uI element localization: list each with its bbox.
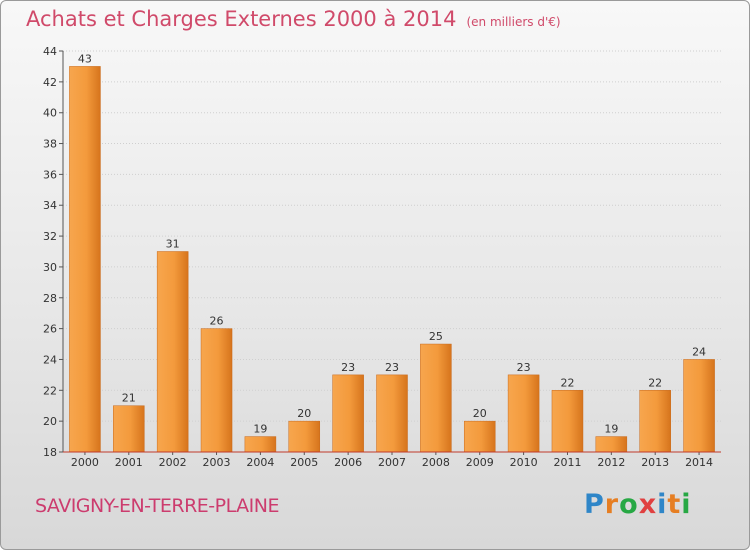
data-label: 22 xyxy=(648,376,662,389)
y-tick-label: 30 xyxy=(43,261,57,274)
bar xyxy=(332,374,364,453)
data-label: 24 xyxy=(692,345,706,358)
y-tick-label: 24 xyxy=(43,353,57,366)
bar xyxy=(595,436,628,453)
x-tick-label: 2004 xyxy=(246,456,274,469)
data-label: 23 xyxy=(341,361,355,374)
y-tick-label: 22 xyxy=(43,384,57,397)
y-tick-label: 36 xyxy=(43,168,57,181)
x-tick-label: 2008 xyxy=(422,456,450,469)
chart-title: Achats et Charges Externes 2000 à 2014 (e… xyxy=(26,7,561,31)
bar xyxy=(551,390,584,453)
y-tick-label: 40 xyxy=(43,107,57,120)
data-label: 23 xyxy=(385,361,399,374)
bar xyxy=(156,251,189,453)
x-tick-label: 2013 xyxy=(641,456,669,469)
data-label: 22 xyxy=(560,376,574,389)
y-tick-label: 28 xyxy=(43,292,57,305)
bar xyxy=(244,436,277,453)
y-tick-label: 32 xyxy=(43,230,57,243)
proxiti-logo: Proxiti xyxy=(584,489,692,520)
place-name: SAVIGNY-EN-TERRE-PLAINE xyxy=(35,495,279,517)
data-label: 23 xyxy=(517,361,531,374)
y-tick-label: 42 xyxy=(43,76,57,89)
x-tick-label: 2010 xyxy=(510,456,538,469)
data-label: 26 xyxy=(210,315,224,328)
x-tick-label: 2011 xyxy=(553,456,581,469)
chart-subtitle: (en milliers d'€) xyxy=(466,15,561,29)
x-tick-label: 2014 xyxy=(685,456,713,469)
x-tick-label: 2005 xyxy=(290,456,318,469)
x-tick-label: 2001 xyxy=(115,456,143,469)
y-tick-label: 20 xyxy=(43,415,57,428)
y-tick-label: 18 xyxy=(43,446,57,459)
bar xyxy=(639,390,671,453)
x-tick-label: 2007 xyxy=(378,456,406,469)
y-tick-label: 34 xyxy=(43,199,57,212)
y-tick-label: 38 xyxy=(43,138,57,151)
bar xyxy=(288,420,321,453)
data-label: 43 xyxy=(78,52,92,65)
bar xyxy=(376,374,408,453)
x-tick-label: 2002 xyxy=(159,456,187,469)
data-label: 20 xyxy=(473,407,487,420)
data-label: 31 xyxy=(166,238,180,251)
bar xyxy=(683,359,715,453)
data-label: 21 xyxy=(122,392,136,405)
data-label: 25 xyxy=(429,330,443,343)
x-tick-label: 2009 xyxy=(466,456,494,469)
data-label: 20 xyxy=(297,407,311,420)
x-tick-label: 2006 xyxy=(334,456,362,469)
x-tick-label: 2003 xyxy=(203,456,231,469)
data-label: 19 xyxy=(604,423,618,436)
bar xyxy=(507,374,540,453)
data-label: 19 xyxy=(253,423,267,436)
bar xyxy=(69,66,101,453)
x-tick-label: 2012 xyxy=(597,456,625,469)
y-tick-label: 26 xyxy=(43,323,57,336)
y-tick-label: 44 xyxy=(43,45,57,58)
bar xyxy=(463,420,496,453)
x-tick-label: 2000 xyxy=(71,456,99,469)
bar xyxy=(113,405,145,453)
bar xyxy=(420,343,452,453)
bar xyxy=(200,328,233,453)
